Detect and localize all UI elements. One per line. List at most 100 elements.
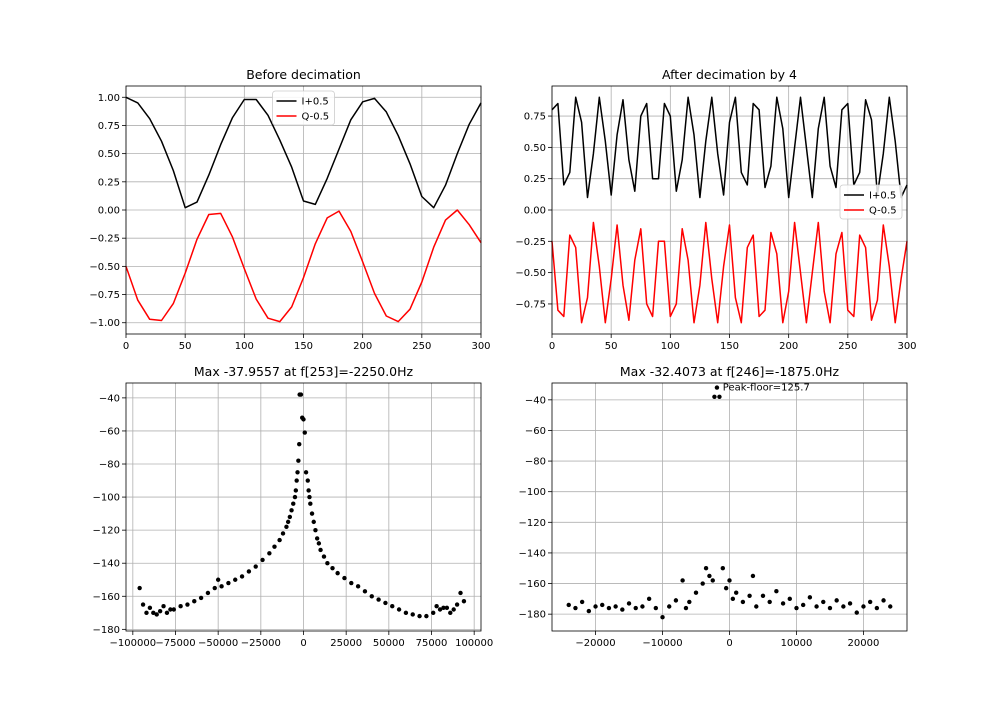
- data-point: [767, 599, 772, 605]
- x-tick-label: 20000: [848, 638, 880, 649]
- data-point: [458, 590, 463, 596]
- y-tick-label: −80: [99, 460, 120, 471]
- y-tick-label: −40: [525, 395, 546, 406]
- data-point: [342, 575, 347, 581]
- y-tick-label: 0.25: [98, 177, 120, 188]
- legend-label: I+0.5: [869, 191, 896, 202]
- x-tick-label: 200: [779, 341, 798, 352]
- data-point: [296, 458, 301, 463]
- data-point: [733, 590, 739, 595]
- data-point: [800, 602, 806, 608]
- subplot-2: 0 50 100 150 200 250 300 −0.75 −0.50 −0.25 0.00 0.2…: [515, 67, 916, 352]
- data-point: [424, 613, 429, 619]
- data-point: [335, 570, 340, 576]
- y-tick-label: −0.50: [515, 268, 546, 279]
- y-tick-label: 0.25: [524, 174, 546, 185]
- data-point: [305, 478, 310, 483]
- data-point: [613, 604, 618, 609]
- data-point: [301, 417, 306, 422]
- x-tick-label: −75000: [155, 638, 195, 649]
- y-tick-label: 0.50: [524, 143, 546, 154]
- data-point: [861, 604, 866, 609]
- data-point: [787, 596, 792, 602]
- data-point: [807, 595, 813, 600]
- y-tick-label: −0.75: [515, 299, 546, 310]
- data-point: [841, 604, 846, 609]
- data-point: [437, 607, 443, 612]
- x-tick-label: 50: [179, 341, 192, 352]
- data-point: [573, 605, 578, 611]
- data-point: [294, 478, 299, 483]
- data-point: [600, 602, 605, 608]
- data-point: [277, 537, 282, 543]
- x-tick-label: 25000: [330, 638, 362, 649]
- data-point: [260, 557, 265, 563]
- data-point: [444, 605, 450, 611]
- data-point: [821, 599, 826, 605]
- data-point: [309, 511, 315, 516]
- data-point: [727, 578, 732, 583]
- x-tick-label: 0: [123, 341, 129, 352]
- data-point: [847, 601, 853, 606]
- data-point: [867, 599, 873, 605]
- data-point: [794, 605, 799, 611]
- series-line-0: [551, 96, 908, 199]
- data-point: [881, 598, 886, 603]
- legend-label: I+0.5: [302, 97, 329, 108]
- series-line-1: [551, 221, 908, 324]
- data-point: [646, 596, 652, 602]
- data-point: [297, 441, 302, 447]
- x-tick-label: −10000: [642, 638, 682, 649]
- y-tick-label: −120: [93, 526, 120, 537]
- x-tick-label: 100: [235, 341, 254, 352]
- data-point: [316, 541, 322, 546]
- y-tick-label: 0.50: [98, 149, 120, 160]
- data-point: [586, 608, 592, 614]
- legend-label: Q-0.5: [869, 206, 897, 217]
- y-tick-label: −100: [519, 487, 546, 498]
- subplot-1: 0 50 100 150 200 250 300 −1.00 −0.75 −0.50 −0.25 0.…: [89, 67, 490, 352]
- x-tick-label: 150: [294, 341, 313, 352]
- data-point: [308, 501, 313, 506]
- y-tick-label: −0.50: [89, 262, 120, 273]
- data-point: [137, 585, 142, 591]
- data-point: [291, 501, 296, 506]
- x-tick-label: 100: [661, 341, 680, 352]
- y-tick-label: −0.25: [515, 237, 546, 248]
- y-tick-label: 0.75: [98, 121, 120, 132]
- data-point: [707, 573, 712, 579]
- data-point: [434, 604, 439, 609]
- x-tick-label: −20000: [575, 638, 615, 649]
- data-point: [185, 602, 190, 607]
- data-point: [417, 613, 422, 619]
- data-point: [451, 607, 456, 612]
- x-tick-label: 250: [838, 341, 857, 352]
- data-point: [834, 598, 839, 603]
- data-point: [683, 605, 689, 611]
- data-point: [246, 569, 252, 574]
- legend-label: Q-0.5: [302, 112, 330, 123]
- x-tick-label: −50000: [198, 638, 238, 649]
- data-point: [579, 599, 585, 605]
- data-point: [693, 590, 699, 595]
- subplot-4: −20000 −10000 0 10000 20000 −180 −160 −140 −120 −…: [519, 364, 908, 649]
- data-point: [233, 577, 238, 582]
- y-tick-label: −180: [93, 625, 120, 636]
- data-point: [226, 580, 231, 586]
- data-point: [307, 494, 312, 500]
- legend: I+0.5 Q-0.5: [272, 90, 335, 126]
- series-line-0: [125, 96, 482, 209]
- data-point: [593, 604, 598, 609]
- data-point: [325, 561, 330, 566]
- x-tick-label: 0: [549, 341, 555, 352]
- data-point: [311, 519, 316, 525]
- y-tick-label: −160: [93, 592, 120, 603]
- x-tick-label: 50: [605, 341, 618, 352]
- y-tick-label: −0.25: [89, 234, 120, 245]
- data-point: [566, 602, 571, 608]
- data-point: [289, 508, 294, 513]
- y-tick-label: 0.00: [524, 206, 546, 217]
- y-tick-label: −140: [519, 548, 546, 559]
- data-point: [151, 610, 156, 616]
- x-tick-label: 0: [300, 638, 306, 649]
